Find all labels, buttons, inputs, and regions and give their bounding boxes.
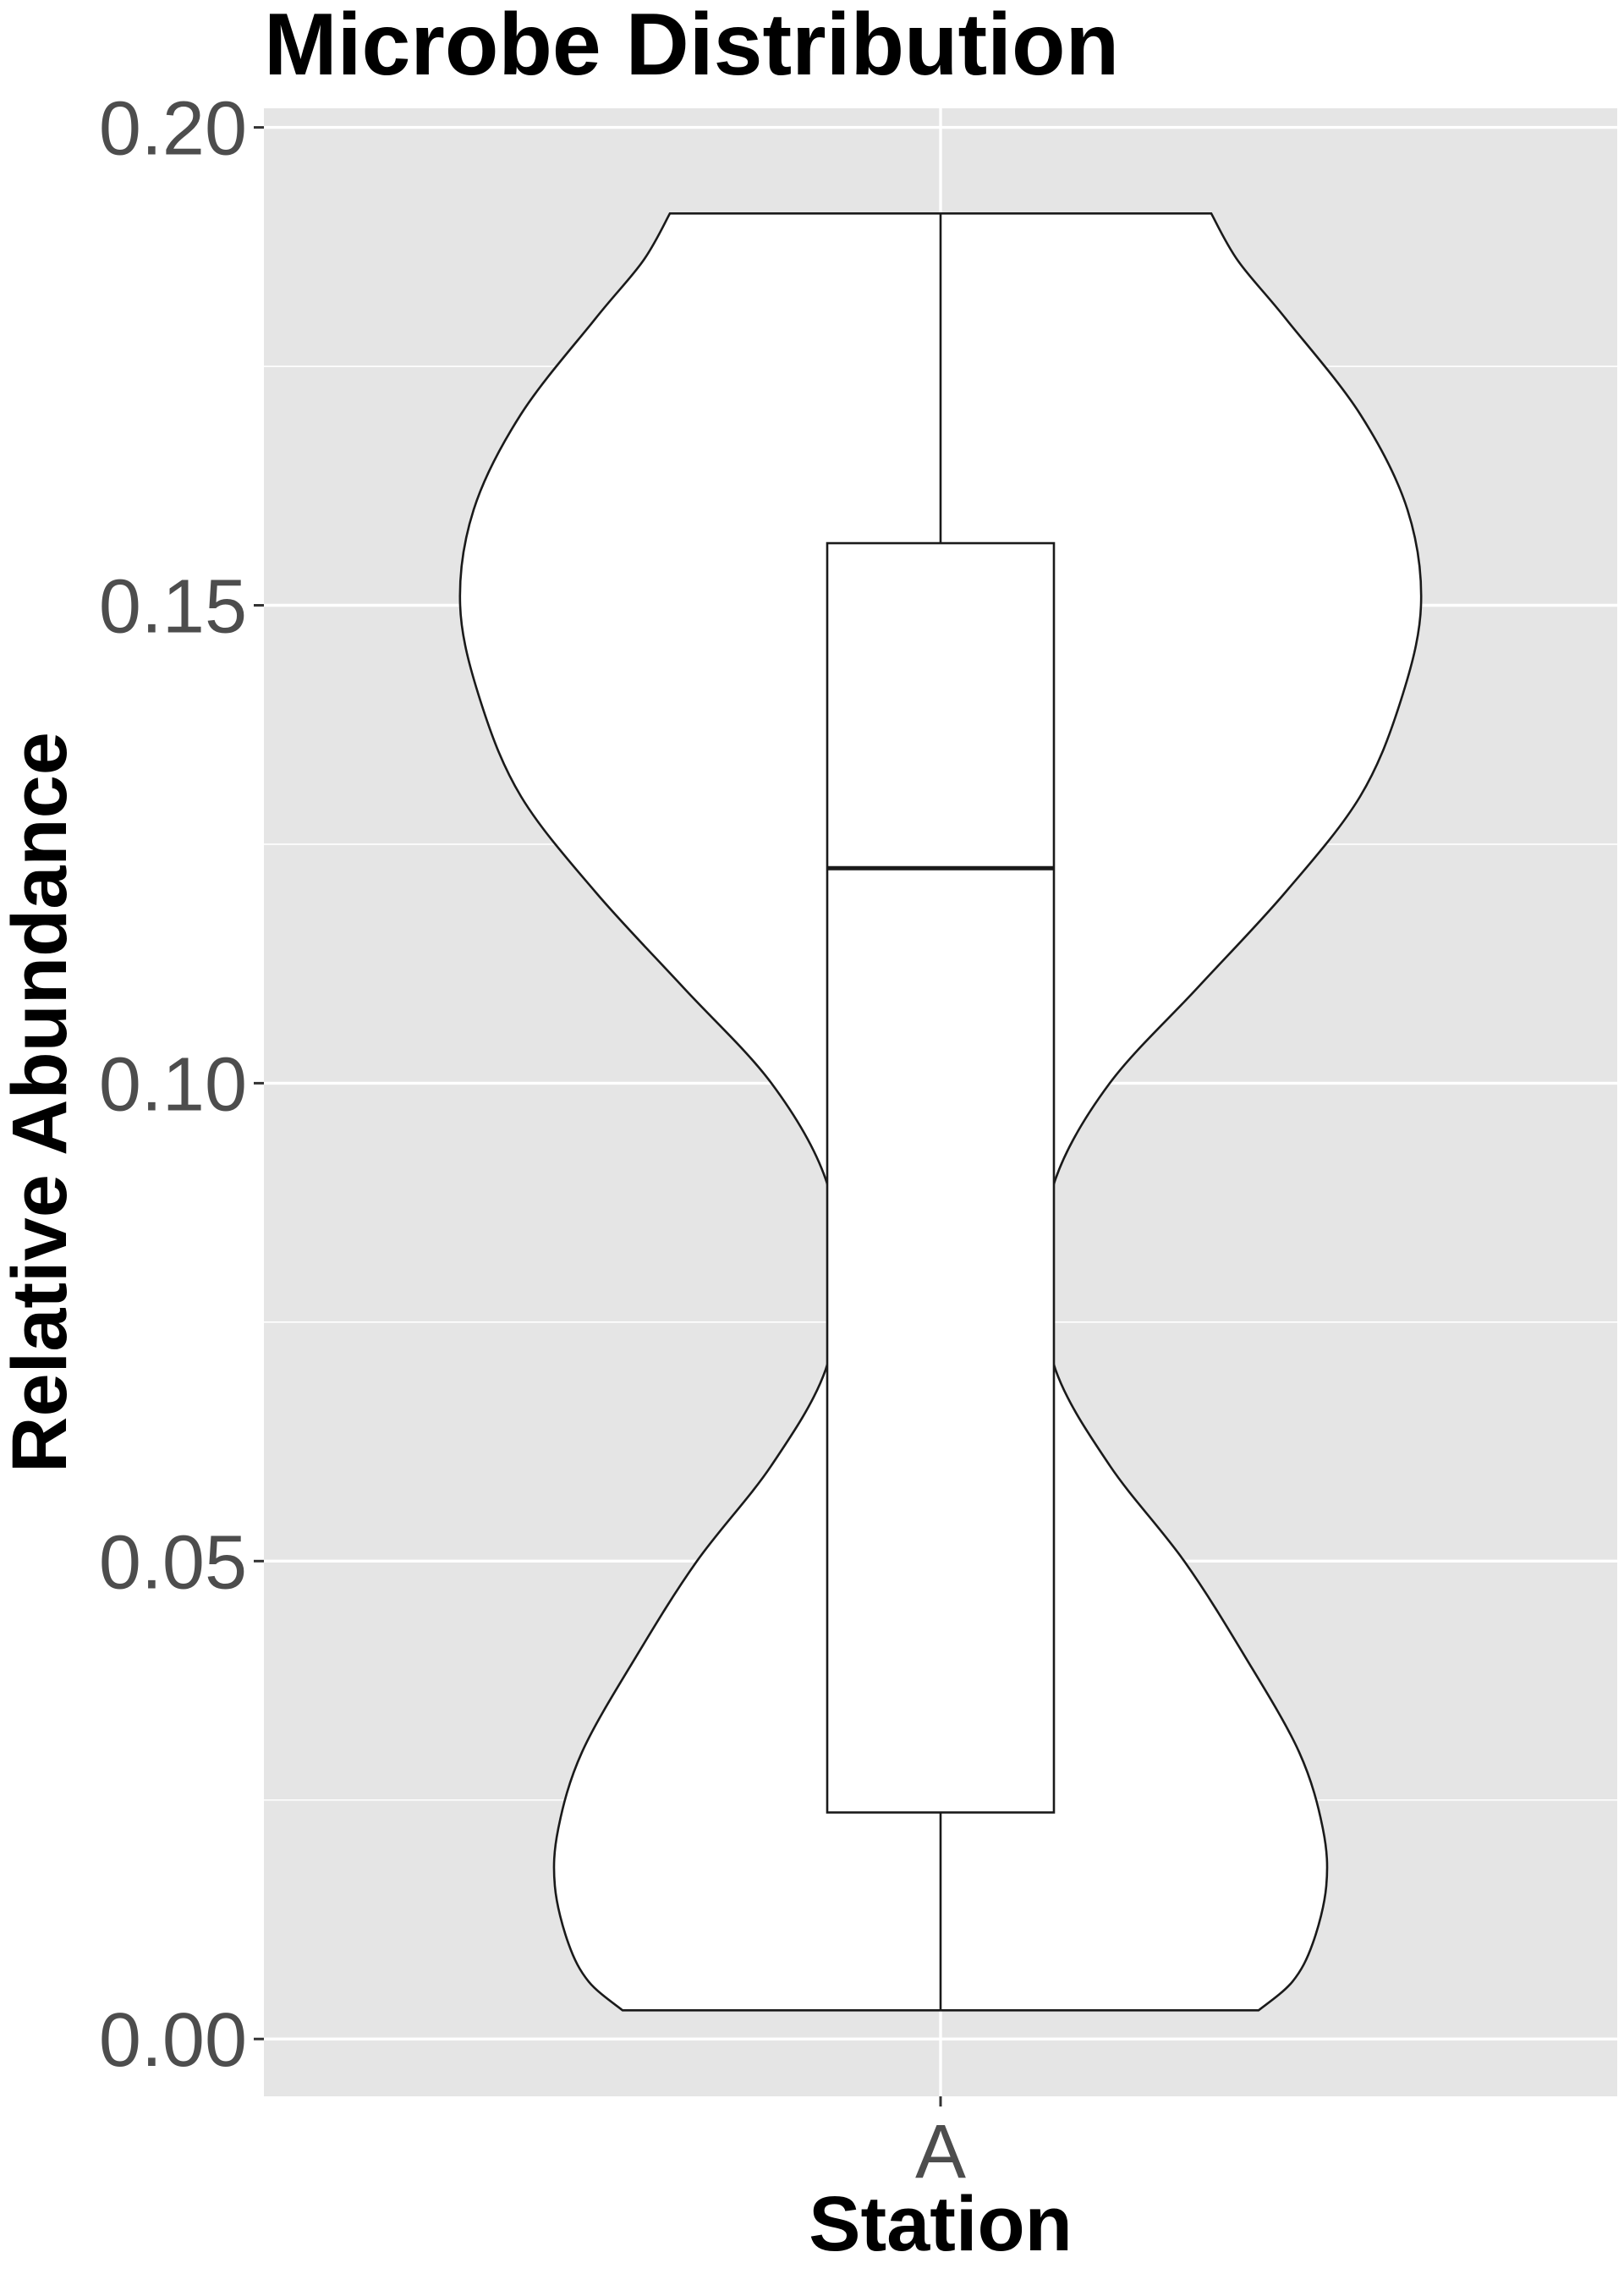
x-tick-label: A bbox=[915, 2110, 966, 2194]
plot-layer bbox=[458, 212, 1423, 2012]
x-axis: A bbox=[915, 2096, 966, 2194]
x-axis-title: Station bbox=[809, 2181, 1073, 2267]
y-tick-label: 0.00 bbox=[99, 1998, 247, 2083]
y-axis-title: Relative Abundance bbox=[0, 732, 83, 1473]
y-tick-label: 0.10 bbox=[99, 1042, 247, 1127]
chart-title: Microbe Distribution bbox=[264, 0, 1119, 94]
y-tick-label: 0.20 bbox=[99, 87, 247, 172]
iqr-box bbox=[826, 541, 1056, 1814]
y-axis: 0.00 0.05 0.10 0.15 0.20 bbox=[99, 87, 264, 2083]
y-tick-label: 0.15 bbox=[99, 565, 247, 650]
y-tick-label: 0.05 bbox=[99, 1520, 247, 1605]
